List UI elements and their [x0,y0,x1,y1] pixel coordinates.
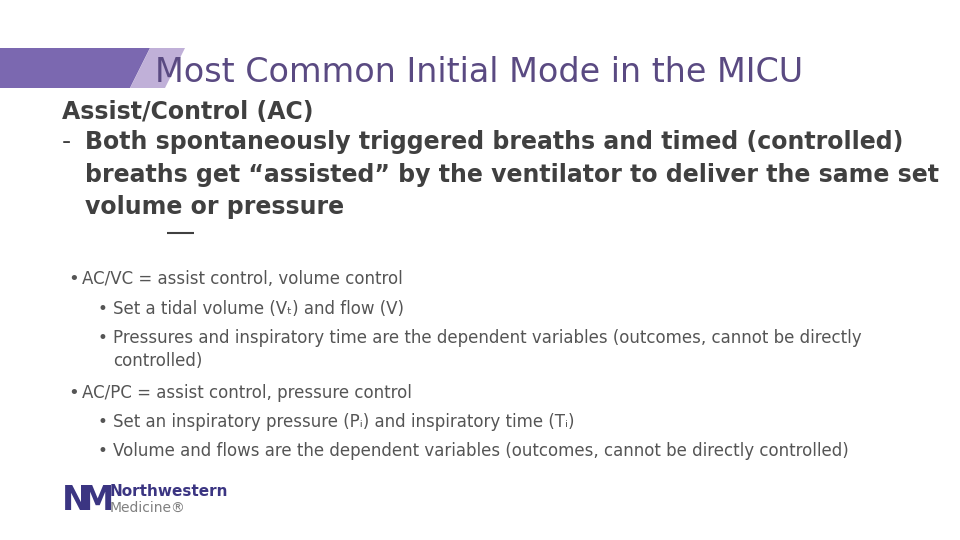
Text: •: • [98,442,108,460]
Text: Both spontaneously triggered breaths and timed (controlled)
breaths get “assiste: Both spontaneously triggered breaths and… [85,130,939,219]
Polygon shape [0,48,150,88]
Polygon shape [130,48,185,88]
Text: N: N [62,483,90,516]
Text: •: • [68,270,79,288]
Text: •: • [98,329,108,347]
Text: M: M [81,483,114,516]
Text: Assist/Control (AC): Assist/Control (AC) [62,100,314,124]
Text: •: • [98,300,108,318]
Text: •: • [68,383,79,402]
Text: Volume and flows are the dependent variables (outcomes, cannot be directly contr: Volume and flows are the dependent varia… [113,442,849,460]
Text: Most Common Initial Mode in the MICU: Most Common Initial Mode in the MICU [155,56,804,89]
Text: Northwestern: Northwestern [110,483,228,498]
Text: AC/PC = assist control, pressure control: AC/PC = assist control, pressure control [82,383,412,402]
Text: Set a tidal volume (Vₜ) and flow (V): Set a tidal volume (Vₜ) and flow (V) [113,300,404,318]
Text: Pressures and inspiratory time are the dependent variables (outcomes, cannot be : Pressures and inspiratory time are the d… [113,329,862,370]
Text: •: • [98,414,108,431]
Text: -: - [62,130,71,154]
Text: AC/VC = assist control, volume control: AC/VC = assist control, volume control [82,270,403,288]
Text: Set an inspiratory pressure (Pᵢ) and inspiratory time (Tᵢ): Set an inspiratory pressure (Pᵢ) and ins… [113,414,574,431]
Text: Medicine®: Medicine® [110,501,186,515]
